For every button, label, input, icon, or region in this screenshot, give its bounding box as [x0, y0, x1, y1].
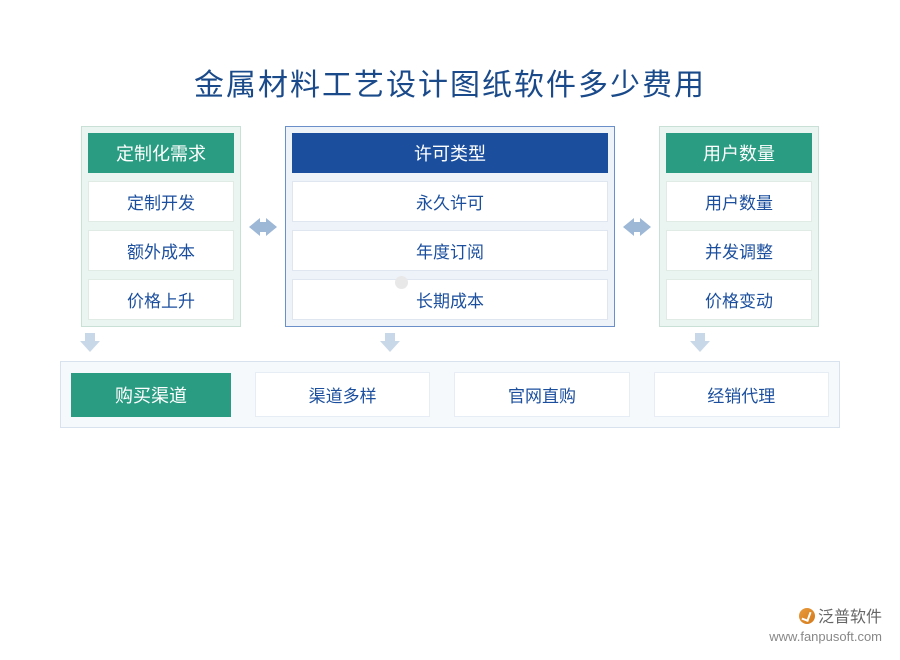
connector-right [615, 126, 659, 327]
page-title: 金属材料工艺设计图纸软件多少费用 [0, 60, 900, 104]
double-arrow-icon [249, 218, 277, 236]
double-arrow-icon [623, 218, 651, 236]
panel-right-item: 价格变动 [666, 279, 812, 320]
panel-right-item: 用户数量 [666, 181, 812, 222]
panel-left: 定制化需求 定制开发 额外成本 价格上升 [81, 126, 241, 327]
panel-left-item: 价格上升 [88, 279, 234, 320]
bottom-item: 官网直购 [454, 372, 629, 417]
panel-center-item: 永久许可 [292, 181, 608, 222]
top-row: 定制化需求 定制开发 额外成本 价格上升 许可类型 永久许可 年度订阅 长期成本… [0, 126, 900, 327]
logo-icon [395, 276, 408, 289]
panel-center-header: 许可类型 [292, 133, 608, 173]
panel-left-item: 定制开发 [88, 181, 234, 222]
panel-right-item: 并发调整 [666, 230, 812, 271]
panel-center: 许可类型 永久许可 年度订阅 长期成本 [285, 126, 615, 327]
down-arrows-row [0, 333, 900, 357]
bottom-panel: 购买渠道 渠道多样 官网直购 经销代理 [60, 361, 840, 428]
connector-left [241, 126, 285, 327]
panel-right: 用户数量 用户数量 并发调整 价格变动 [659, 126, 819, 327]
panel-left-item: 额外成本 [88, 230, 234, 271]
panel-left-header: 定制化需求 [88, 133, 234, 173]
logo-icon [799, 608, 815, 624]
panel-center-item: 年度订阅 [292, 230, 608, 271]
down-arrow-icon [690, 333, 710, 352]
down-arrow-icon [380, 333, 400, 352]
panel-right-header: 用户数量 [666, 133, 812, 173]
down-arrow-icon [80, 333, 100, 352]
watermark-faint [395, 276, 408, 289]
watermark-brand-text: 泛普软件 [818, 609, 882, 626]
watermark-url: www.fanpusoft.com [769, 629, 882, 646]
panel-center-item: 长期成本 [292, 279, 608, 320]
bottom-item: 渠道多样 [255, 372, 430, 417]
watermark-brand: 泛普软件 [769, 608, 882, 629]
bottom-header: 购买渠道 [71, 373, 231, 417]
watermark: 泛普软件 www.fanpusoft.com [769, 608, 882, 646]
bottom-item: 经销代理 [654, 372, 829, 417]
